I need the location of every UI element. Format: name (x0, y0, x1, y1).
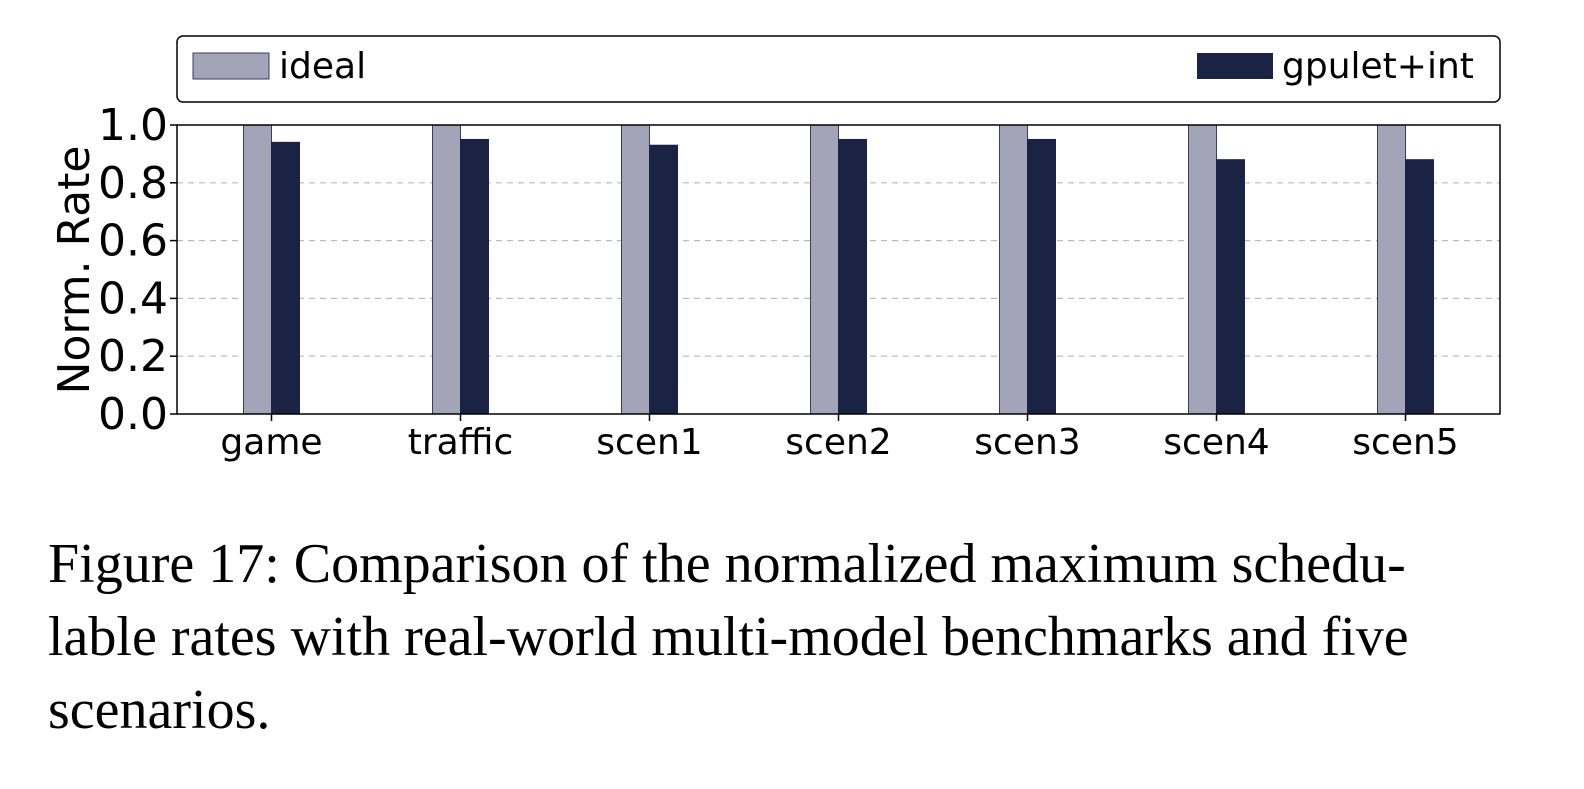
bar-gpulet-int-scen1 (649, 144, 678, 415)
x-tick-label: scen5 (1352, 422, 1458, 463)
bar-ideal-scen2 (810, 124, 839, 415)
legend-swatch-gpulet-int (1197, 53, 1273, 79)
y-axis-label: Norm. Rate (49, 146, 100, 395)
bar-gpulet-int-traffic (460, 138, 489, 415)
bar-gpulet-int-scen5 (1405, 159, 1434, 415)
bar-gpulet-int-scen3 (1027, 138, 1056, 415)
bar-gpulet-int-scen2 (838, 138, 867, 415)
bar-ideal-scen5 (1377, 124, 1406, 415)
bar-ideal-scen3 (999, 124, 1028, 415)
bar-ideal-scen4 (1188, 124, 1217, 415)
x-tick-label: scen2 (785, 422, 891, 463)
y-axis-ticks: 0.0 0.2 0.4 0.6 0.8 1.0 (98, 100, 177, 440)
y-tick-label: 0.4 (98, 273, 168, 324)
y-tick-label: 0.8 (98, 158, 168, 209)
bar-ideal-game (243, 124, 272, 415)
x-tick-label: game (220, 422, 322, 463)
bars (243, 124, 1434, 415)
y-tick-label: 0.2 (98, 331, 168, 382)
caption-line-2: lable rates with real-world multi-model … (48, 606, 1409, 668)
legend-label-gpulet-int: gpulet+int (1282, 46, 1474, 87)
legend-frame (176, 35, 1501, 103)
legend-swatch-ideal (192, 52, 270, 80)
caption-line-3: scenarios. (48, 679, 271, 741)
legend: ideal gpulet+int (176, 35, 1501, 103)
x-tick-label: scen1 (596, 422, 702, 463)
y-tick-label: 0.6 (98, 216, 168, 267)
bar-chart: 0.0 0.2 0.4 0.6 0.8 1.0 game traffic scen1 scen2… (49, 35, 1501, 463)
legend-label-ideal: ideal (279, 46, 366, 87)
caption-line-1: Figure 17: Comparison of the normalized … (48, 533, 1406, 595)
figure-caption: Figure 17: Comparison of the normalized … (48, 528, 1548, 747)
x-tick-label: scen4 (1163, 422, 1269, 463)
y-tick-label: 0.0 (98, 389, 168, 440)
bar-gpulet-int-game (271, 141, 300, 415)
y-tick-label: 1.0 (98, 100, 168, 151)
bar-gpulet-int-scen4 (1216, 159, 1245, 415)
x-tick-label: traffic (408, 422, 514, 463)
x-axis-ticks: game traffic scen1 scen2 scen3 scen4 scen5 (220, 414, 1459, 463)
bar-ideal-traffic (432, 124, 461, 415)
bar-ideal-scen1 (621, 124, 650, 415)
x-tick-label: scen3 (974, 422, 1080, 463)
